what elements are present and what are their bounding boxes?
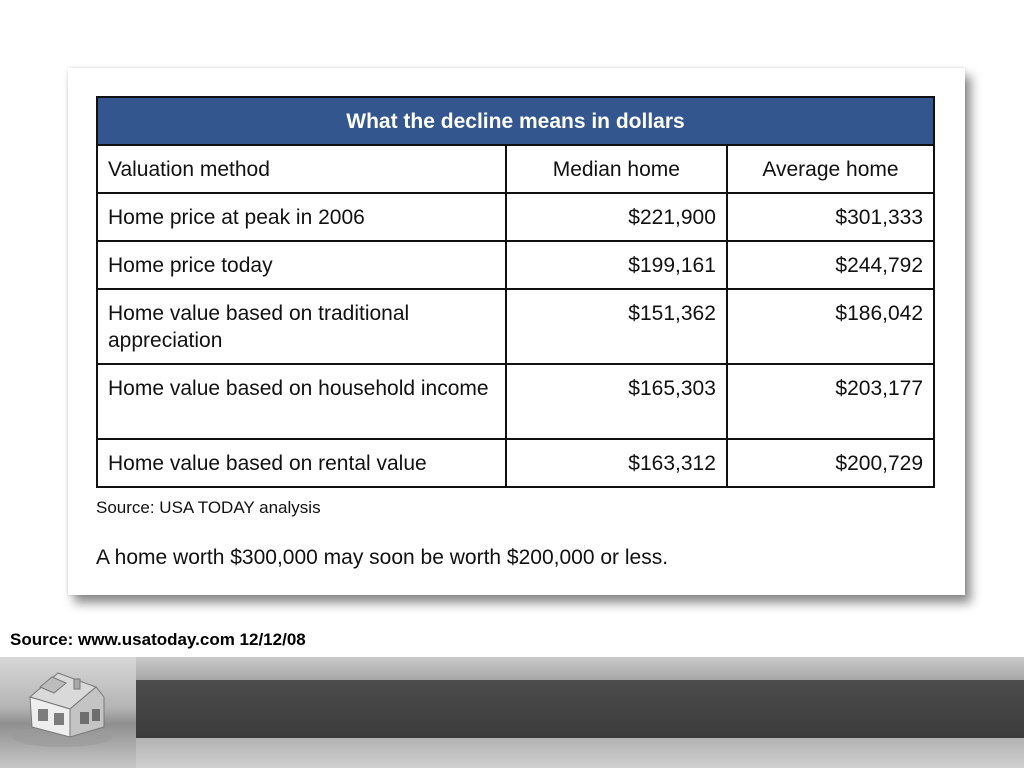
page-source-credit: Source: www.usatoday.com 12/12/08 [10,630,306,649]
article-card: What the decline means in dollars Valuat… [68,68,965,595]
column-header-method: Valuation method [96,144,507,194]
row-method: Home value based on household income [96,363,507,440]
footer-logo-panel [0,657,136,768]
source-note: Source: USA TODAY analysis [96,498,321,517]
table-row: Home value based on rental value $163,31… [96,438,936,488]
row-average: $203,177 [725,363,936,440]
row-average: $186,042 [725,288,936,365]
footer-band-top [0,657,1024,680]
table-header-row: Valuation method Median home Average hom… [96,144,936,194]
row-median: $151,362 [504,288,728,365]
row-method: Home price at peak in 2006 [96,192,507,242]
row-method: Home value based on rental value [96,438,507,488]
row-median: $199,161 [504,240,728,290]
row-median: $221,900 [504,192,728,242]
table-row: Home price at peak in 2006 $221,900 $301… [96,192,936,242]
row-average: $200,729 [725,438,936,488]
row-average: $301,333 [725,192,936,242]
row-median: $165,303 [504,363,728,440]
column-header-average: Average home [725,144,936,194]
house-icon [12,672,112,747]
row-median: $163,312 [504,438,728,488]
table-row: Home value based on traditional apprecia… [96,288,936,365]
footer-band-dark [0,680,1024,738]
value-table: What the decline means in dollars Valuat… [96,96,936,488]
row-method: Home price today [96,240,507,290]
footer-band-bottom [0,738,1024,768]
column-header-median: Median home [504,144,728,194]
table-row: Home price today $199,161 $244,792 [96,240,936,290]
row-average: $244,792 [725,240,936,290]
table-title: What the decline means in dollars [96,96,935,146]
row-method: Home value based on traditional apprecia… [96,288,507,365]
headline-caption: A home worth $300,000 may soon be worth … [96,546,669,569]
table-row: Home value based on household income $16… [96,363,936,440]
